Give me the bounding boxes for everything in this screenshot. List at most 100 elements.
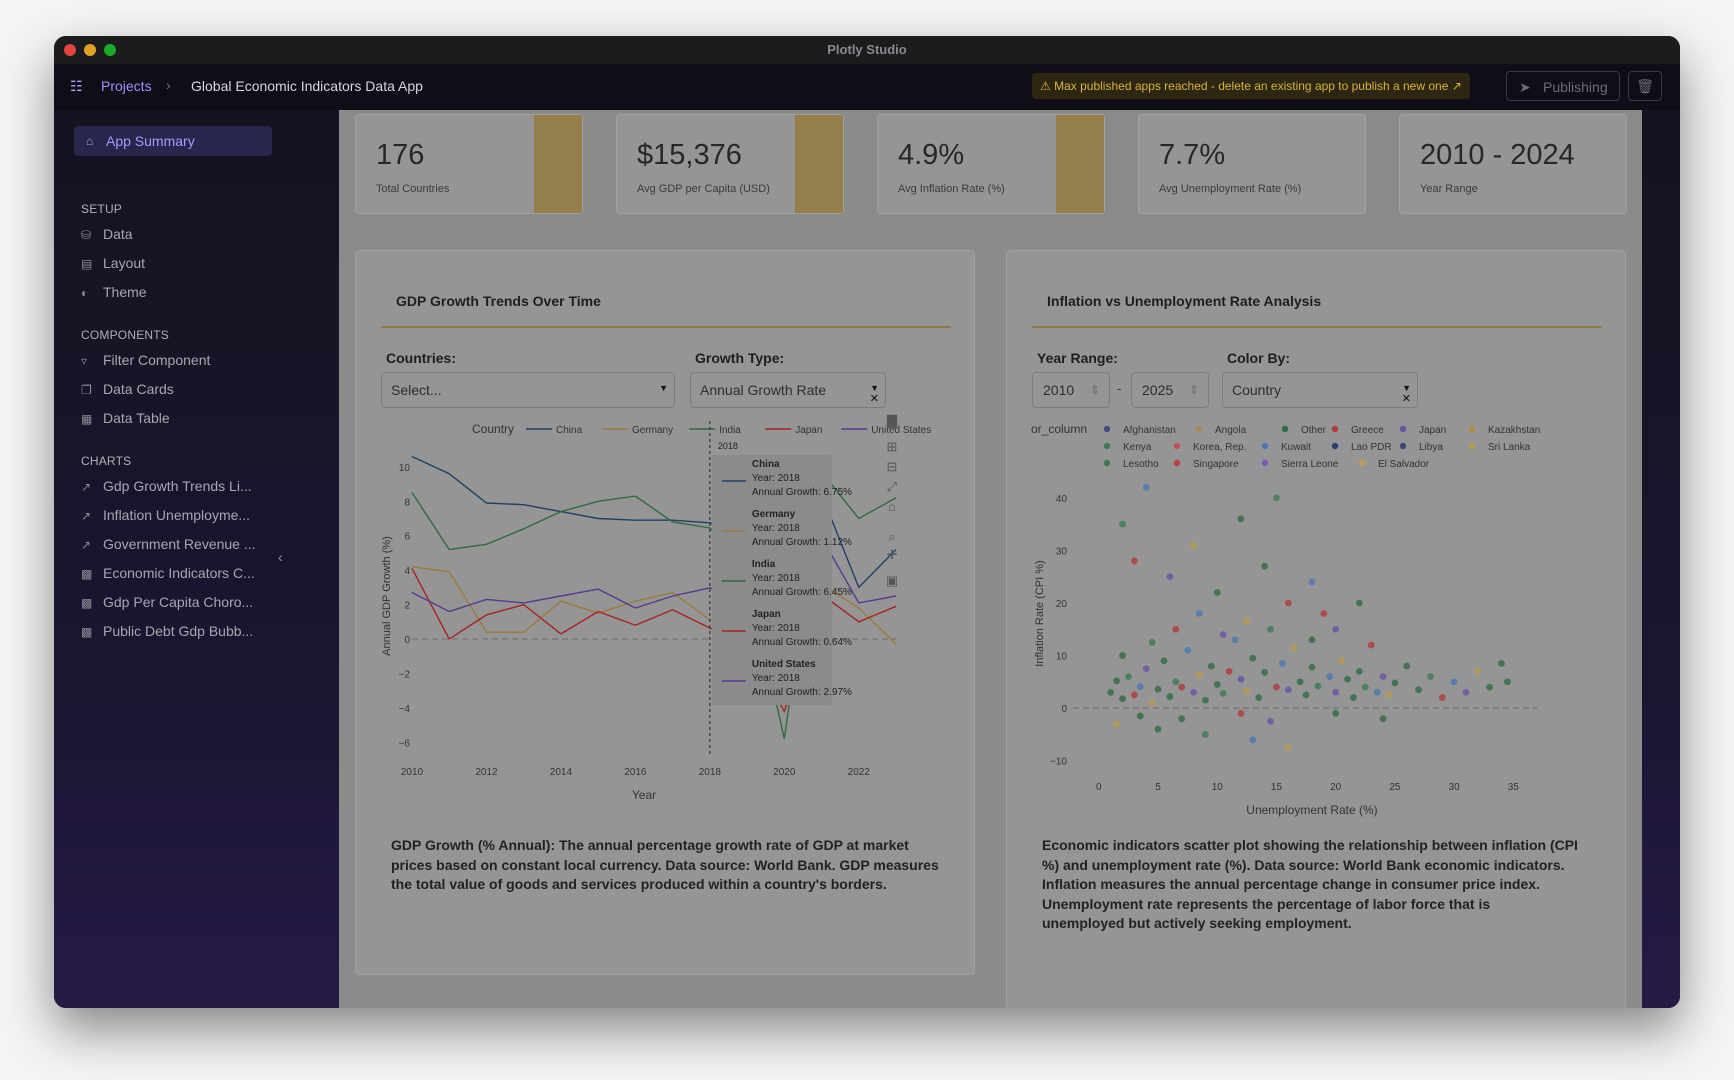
breadcrumb-projects-link[interactable]: Projects xyxy=(101,78,152,94)
kpi-label: Avg Unemployment Rate (%) xyxy=(1159,183,1302,195)
kpi-value: 176 xyxy=(376,139,425,171)
autoscale-icon[interactable]: ⤢ xyxy=(887,479,897,494)
scatter-point xyxy=(1136,683,1144,690)
bar-chart-icon: ▩ xyxy=(81,625,93,639)
layout-icon: ▤ xyxy=(81,257,93,271)
growth-type-label: Growth Type: xyxy=(695,350,785,366)
close-window-button[interactable] xyxy=(64,44,76,56)
kpi-value: 2010 - 2024 xyxy=(1420,139,1575,171)
sidebar-item-theme[interactable]: ◐ Theme xyxy=(81,284,147,300)
publish-limit-warning[interactable]: ⚠ Max published apps reached - delete an… xyxy=(1032,73,1470,99)
scatter-point xyxy=(1219,631,1227,638)
bar-chart-icon[interactable]: ▇ xyxy=(886,413,898,429)
hover-country: China xyxy=(752,459,780,470)
spinner-icon[interactable]: ⇕ xyxy=(1188,383,1199,397)
sidebar-item-chart-gdp-growth[interactable]: ↗ Gdp Growth Trends Li... xyxy=(81,478,252,494)
year-to-input[interactable]: 2025 ⇕ xyxy=(1131,372,1209,408)
x-tick-label: 5 xyxy=(1155,782,1161,793)
sidebar-item-chart-government-revenue[interactable]: ↗ Government Revenue ... xyxy=(81,536,256,552)
palette-icon: ◐ xyxy=(81,286,89,300)
delete-app-button[interactable]: 🗑 xyxy=(1628,71,1662,101)
scatter-point xyxy=(1278,660,1286,667)
year-range-label: Year Range: xyxy=(1037,350,1118,366)
hover-tooltip-background xyxy=(711,455,832,705)
sidebar-item-data-table[interactable]: ▦ Data Table xyxy=(81,410,170,426)
sidebar-item-filter-component[interactable]: ▿ Filter Component xyxy=(81,352,210,368)
legend-entry: Singapore xyxy=(1193,459,1239,470)
trash-icon: 🗑 xyxy=(1636,78,1654,94)
clear-icon[interactable]: ✕ xyxy=(1401,393,1411,405)
scatter-point xyxy=(1314,682,1322,690)
line-chart-icon: ↗ xyxy=(81,538,92,552)
sidebar-item-layout[interactable]: ▤ Layout xyxy=(81,255,145,271)
y-tick-label: 0 xyxy=(404,635,410,646)
zoom-out-icon[interactable]: ⊟ xyxy=(887,459,898,474)
x-tick-label: 0 xyxy=(1096,782,1102,793)
countries-dropdown[interactable]: Select... ▼ xyxy=(381,372,675,408)
sidebar-item-label: App Summary xyxy=(106,133,195,149)
window-titlebar: Plotly Studio xyxy=(54,36,1680,64)
sidebar-item-label: Gdp Per Capita Choro... xyxy=(103,594,254,610)
scatter-description: Economic indicators scatter plot showing… xyxy=(1042,836,1578,934)
growth-type-dropdown[interactable]: Annual Growth Rate ▼ ✕ xyxy=(690,372,886,408)
sidebar-item-chart-inflation[interactable]: ↗ Inflation Unemployme... xyxy=(81,507,250,523)
zoom-in-icon[interactable]: ⊞ xyxy=(887,439,898,454)
minimize-window-button[interactable] xyxy=(84,44,96,56)
x-tick-label: 10 xyxy=(1212,782,1224,793)
sidebar-item-label: Data Table xyxy=(103,410,170,426)
external-link-icon: ↗ xyxy=(1451,79,1462,93)
legend-title: or_column xyxy=(1031,422,1087,436)
sidebar-item-label: Layout xyxy=(103,255,146,271)
sidebar-item-app-summary[interactable]: ⌂ App Summary xyxy=(74,126,272,156)
line-chart-icon: ↗ xyxy=(81,480,92,494)
legend-entry: Japan xyxy=(795,425,822,436)
scatter-point xyxy=(1367,641,1375,649)
camera-icon[interactable]: ▣ xyxy=(886,573,898,588)
caret-down-icon: ▼ xyxy=(659,383,668,393)
apps-grid-icon[interactable]: ☷ xyxy=(70,78,83,94)
pan-icon[interactable]: ✛ xyxy=(887,547,898,562)
x-tick-label: 2014 xyxy=(550,767,573,778)
scatter-point xyxy=(1273,683,1280,691)
year-from-input[interactable]: 2010 ⇕ xyxy=(1032,372,1110,408)
scatter-point xyxy=(1148,639,1156,646)
legend-entry: Afghanistan xyxy=(1123,425,1176,436)
sidebar-item-chart-public-debt[interactable]: ▩ Public Debt Gdp Bubb... xyxy=(81,623,253,639)
sidebar-item-label: Filter Component xyxy=(103,352,211,368)
hover-growth: Annual Growth: 6.75% xyxy=(752,487,852,498)
gdp-growth-line-chart[interactable]: −6 −4 −2 0 2 4 6 8 10 2010 2012 2014 2016 2018 2020 202… xyxy=(356,411,976,831)
color-by-dropdown[interactable]: Country ▼ ✕ xyxy=(1222,372,1418,408)
scatter-point xyxy=(1219,690,1227,697)
scatter-point xyxy=(1196,610,1203,617)
kpi-label: Total Countries xyxy=(376,183,450,195)
legend-entry: Sri Lanka xyxy=(1488,442,1531,453)
sidebar-item-data-cards[interactable]: ❐ Data Cards xyxy=(81,381,174,397)
home-icon[interactable]: ⌂ xyxy=(888,499,896,514)
scatter-point xyxy=(1391,679,1399,687)
scatter-point xyxy=(1284,686,1292,694)
publishing-button[interactable]: ➤ Publishing xyxy=(1506,71,1620,101)
scatter-point xyxy=(1273,494,1280,502)
clear-icon[interactable]: ✕ xyxy=(869,393,879,405)
scatter-point xyxy=(1119,520,1126,528)
collapse-sidebar-chevron-icon[interactable]: ‹ xyxy=(278,549,283,565)
bar-chart-icon: ▩ xyxy=(81,567,93,581)
scatter-point xyxy=(1237,515,1245,523)
legend-entry: China xyxy=(556,425,583,436)
sidebar-item-label: Inflation Unemployme... xyxy=(103,507,251,523)
legend-entry: Other xyxy=(1301,425,1327,436)
countries-filter-label: Countries: xyxy=(386,350,456,366)
card-title: GDP Growth Trends Over Time xyxy=(396,293,601,309)
legend-entry: Greece xyxy=(1351,425,1384,436)
inflation-unemployment-scatter[interactable]: −10 0 10 20 30 40 0 5 10 15 20 25 30 35 Unemployment R… xyxy=(1007,411,1627,831)
card-title: Inflation vs Unemployment Rate Analysis xyxy=(1047,293,1322,309)
legend-title: Country xyxy=(472,422,514,436)
zoom-icon[interactable]: ⌕ xyxy=(888,529,895,544)
sidebar-item-chart-economic-indicators[interactable]: ▩ Economic Indicators C... xyxy=(81,565,255,581)
spinner-icon[interactable]: ⇕ xyxy=(1089,383,1100,397)
window-controls xyxy=(64,44,116,56)
sidebar-item-chart-gdp-per-capita[interactable]: ▩ Gdp Per Capita Choro... xyxy=(81,594,253,610)
y-tick-label: −2 xyxy=(399,670,411,681)
maximize-window-button[interactable] xyxy=(104,44,116,56)
sidebar-item-data[interactable]: ⛁ Data xyxy=(81,226,133,242)
